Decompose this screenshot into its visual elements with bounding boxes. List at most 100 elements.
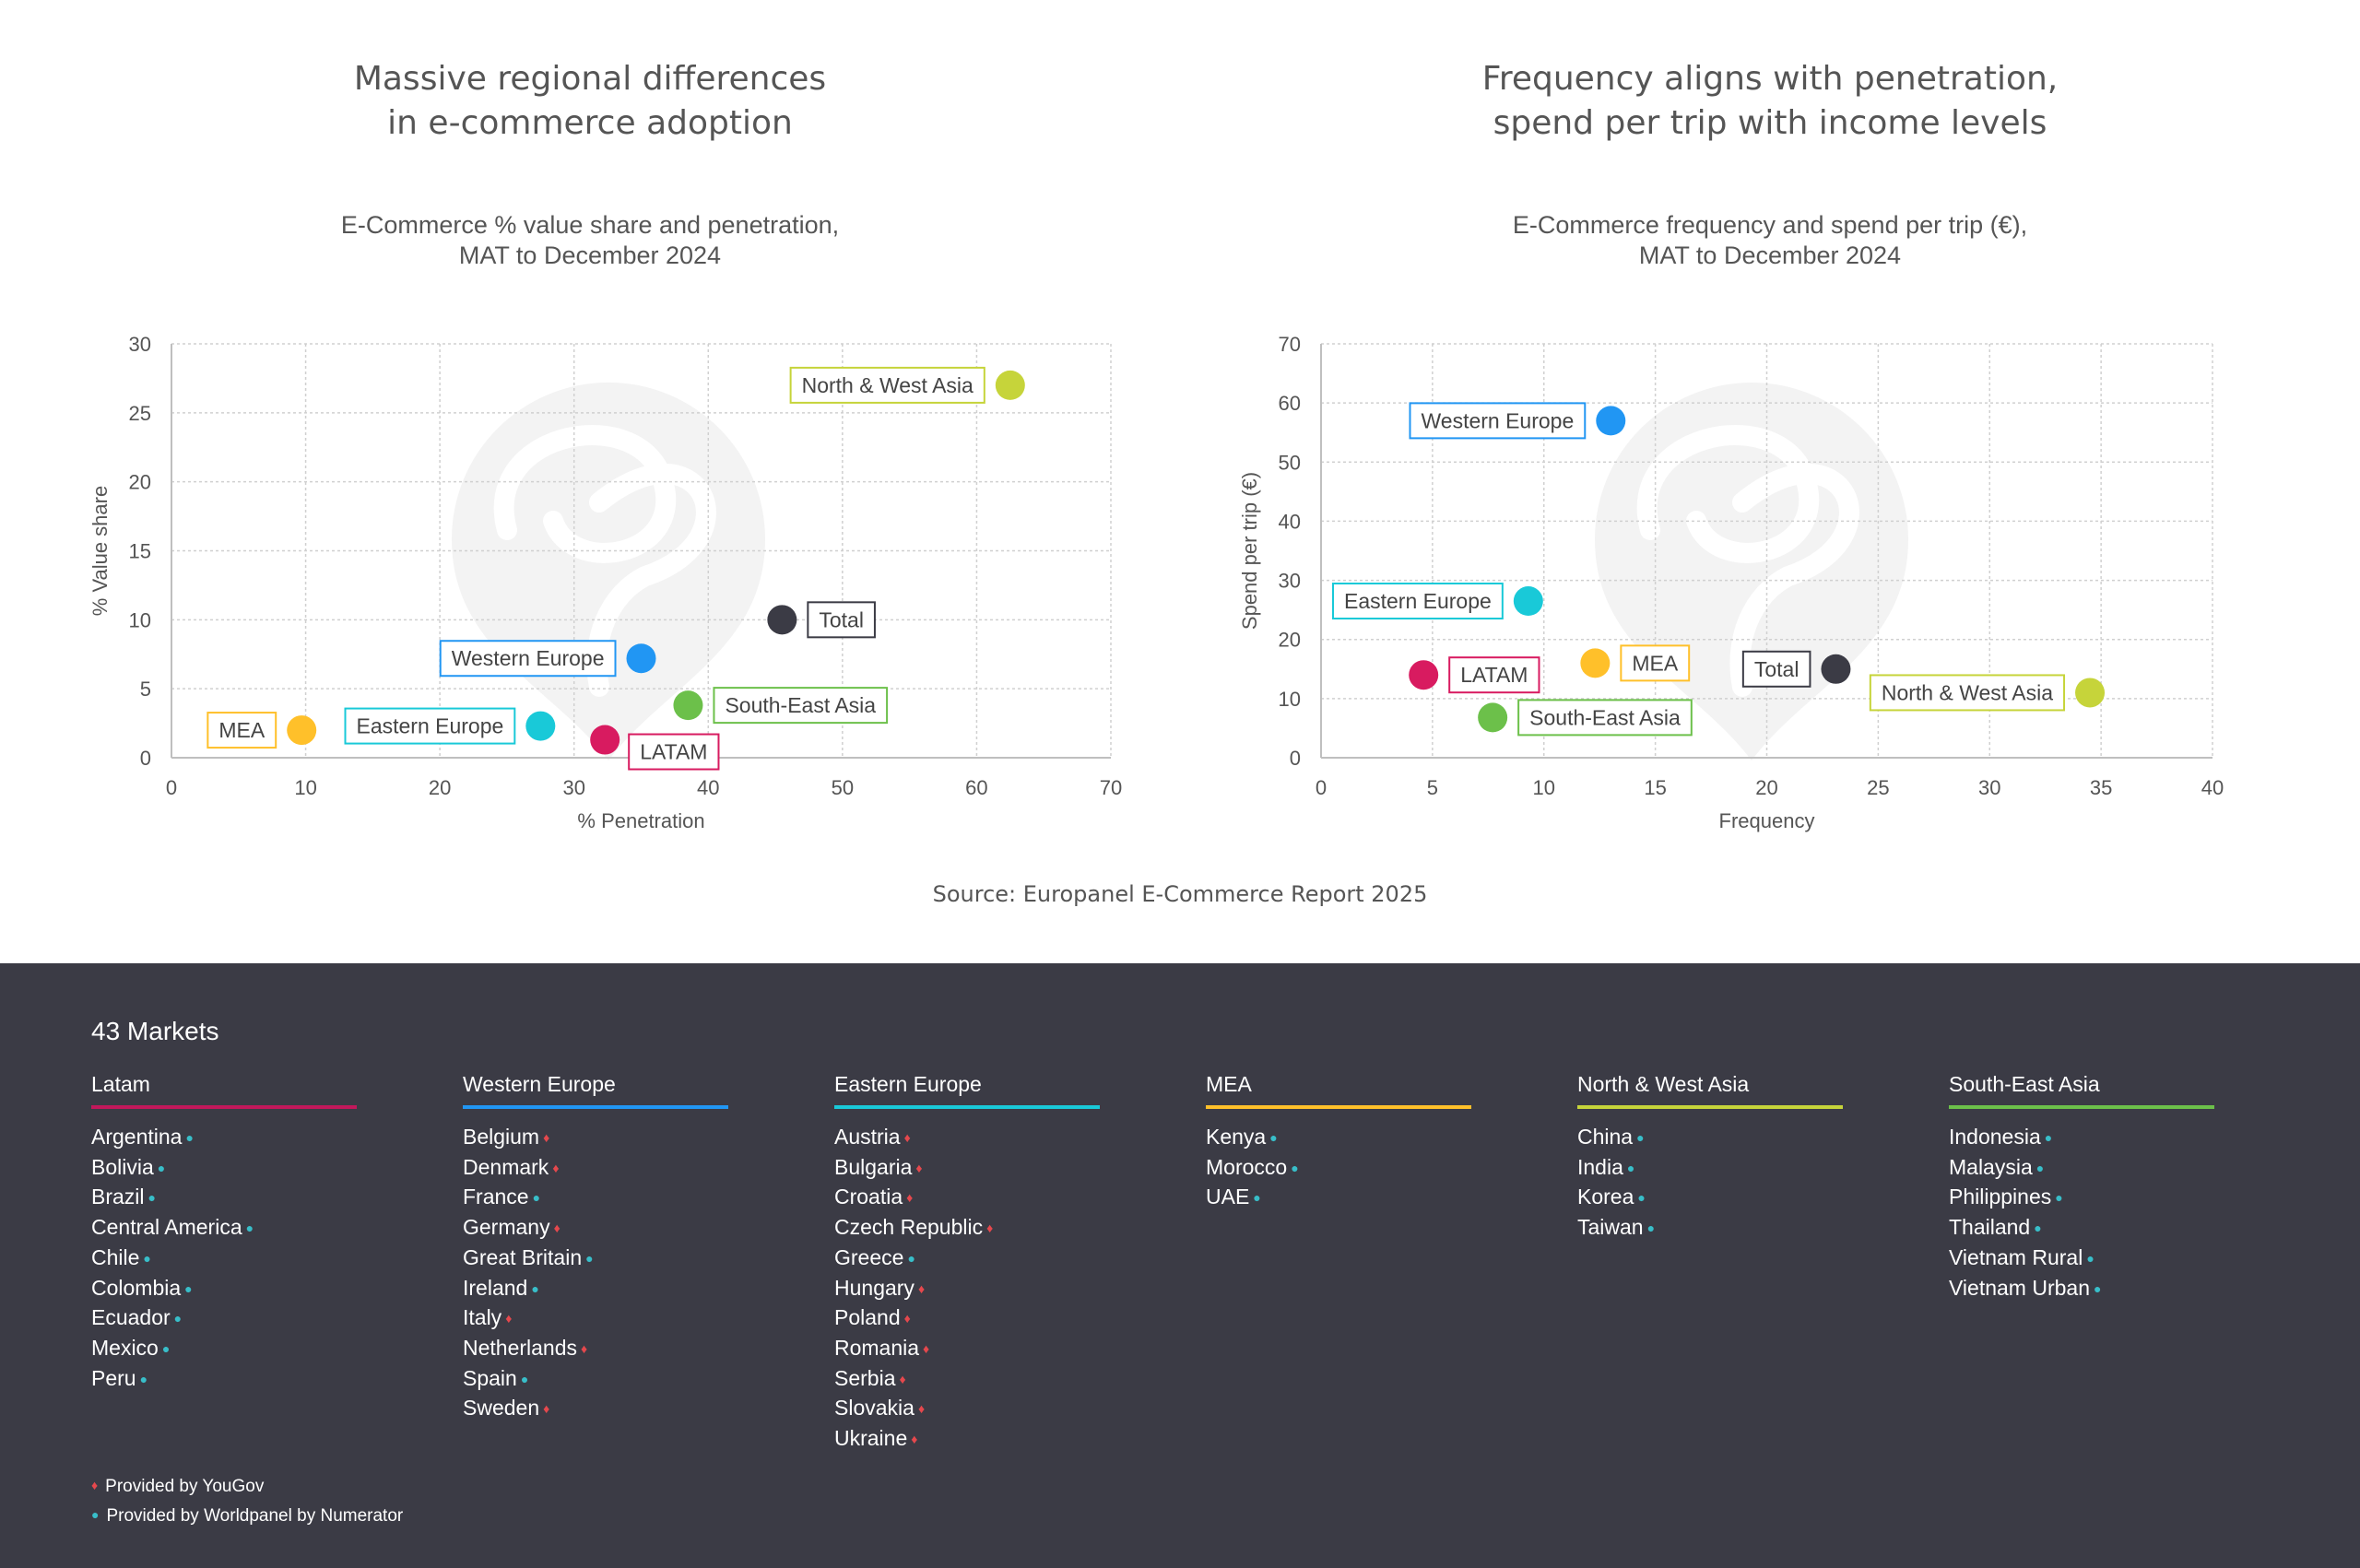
data-label: Western Europe <box>1421 408 1574 432</box>
country-item: France ● <box>463 1184 730 1214</box>
data-label: Total <box>1754 657 1800 681</box>
numerator-marker-icon: ● <box>1253 1190 1261 1206</box>
country-item: China ● <box>1577 1124 1845 1154</box>
country-name: Italy <box>463 1305 502 1330</box>
country-name: Croatia <box>834 1185 903 1209</box>
country-name: Poland <box>834 1305 901 1330</box>
data-label-box <box>1517 699 1693 737</box>
country-item: Ecuador ● <box>91 1304 359 1335</box>
data-point-group: LATAM <box>590 725 720 771</box>
country-name: Thailand <box>1949 1215 2031 1240</box>
country-item: Slovakia ♦ <box>834 1395 1102 1425</box>
data-label-box <box>1448 656 1540 694</box>
x-tick-label: 25 <box>1867 776 1889 799</box>
yougov-marker-icon: ♦ <box>543 1401 550 1417</box>
country-item: India ● <box>1577 1154 1845 1185</box>
country-name: Bulgaria <box>834 1154 913 1179</box>
region-color-bar <box>463 1105 728 1109</box>
country-name: Sweden <box>463 1396 540 1421</box>
region-name: North & West Asia <box>1577 1072 1750 1096</box>
subtitle-line: MAT to December 2024 <box>458 242 722 269</box>
data-label-box <box>1409 402 1587 440</box>
yougov-marker-icon: ♦ <box>986 1220 994 1236</box>
country-item: Bulgaria ♦ <box>834 1154 1102 1185</box>
y-tick-label: 40 <box>1279 510 1301 533</box>
country-item: Italy ♦ <box>463 1304 730 1335</box>
numerator-marker-icon: ● <box>2036 1160 2045 1175</box>
yougov-marker-icon: ♦ <box>911 1432 918 1447</box>
country-item: Brazil ● <box>91 1184 359 1214</box>
region-column: Western Europe Belgium ♦ Denmark ♦ France ● Ger… <box>463 1072 730 1425</box>
yougov-marker-icon: ♦ <box>917 1401 926 1417</box>
region-name: South-East Asia <box>1949 1072 2100 1096</box>
data-label-box <box>206 712 277 749</box>
source-note: Source: Europanel E-Commerce Report 2025 <box>932 881 1428 907</box>
country-name: Indonesia <box>1949 1125 2041 1149</box>
country-item: Bolivia ● <box>91 1154 359 1185</box>
x-tick-label: 10 <box>1533 776 1555 799</box>
country-item: Vietnam Rural ● <box>1949 1244 2216 1275</box>
data-point <box>1580 648 1611 678</box>
country-item: Morocco ● <box>1206 1154 1473 1185</box>
data-label: LATAM <box>1460 663 1528 687</box>
country-name: Hungary <box>834 1275 914 1300</box>
numerator-marker-icon: ● <box>532 1190 541 1206</box>
country-item: Spain ● <box>463 1365 730 1396</box>
country-name: France <box>463 1185 529 1209</box>
data-point <box>1821 654 1851 684</box>
country-name: Greece <box>834 1244 904 1269</box>
country-list: Indonesia ● Malaysia ● Philippines ● Thailand ●… <box>1949 1124 2216 1304</box>
x-tick-label: 15 <box>1644 776 1666 799</box>
chart-panel-right: Frequency aligns with penetration, spend… <box>1180 0 2360 963</box>
country-name: Ireland <box>463 1275 528 1300</box>
country-name: Germany <box>463 1215 550 1240</box>
country-name: China <box>1577 1125 1634 1149</box>
data-label: MEA <box>1632 651 1679 675</box>
country-name: Belgium <box>463 1125 540 1149</box>
country-list: Belgium ♦ Denmark ♦ France ● Germany ♦ Great Bri… <box>463 1124 730 1425</box>
data-label-box <box>628 733 720 771</box>
numerator-marker-icon: ● <box>139 1371 148 1386</box>
legend-text: Provided by YouGov <box>105 1477 265 1496</box>
numerator-marker-icon: ● <box>161 1340 171 1356</box>
data-point <box>525 711 556 741</box>
data-label: South-East Asia <box>1529 705 1681 729</box>
x-tick-label: 0 <box>166 776 177 799</box>
region-color-bar <box>1206 1105 1471 1109</box>
data-point-group: Eastern Europe <box>344 707 556 745</box>
country-name: Netherlands <box>463 1335 578 1360</box>
region-column: Latam Argentina ● Bolivia ● Brazil ● Central Am… <box>91 1072 359 1395</box>
data-point <box>767 605 797 635</box>
numerator-marker-icon: ● <box>520 1371 529 1386</box>
country-item: Croatia ♦ <box>834 1184 1102 1214</box>
yougov-marker-icon: ♦ <box>899 1371 906 1386</box>
scatter-chart-penetration: 0 10 20 30 40 50 60 70 0 5 10 15 20 25 30 % Penetration… <box>88 333 1122 832</box>
yougov-marker-icon: ♦ <box>923 1340 930 1356</box>
country-item: Mexico ● <box>91 1335 359 1365</box>
country-item: Chile ● <box>91 1244 359 1275</box>
country-name: Vietnam Urban <box>1949 1275 2090 1300</box>
region-column: Eastern Europe Austria ♦ Bulgaria ♦ Croatia ♦ C… <box>834 1072 1102 1456</box>
data-label-box <box>1331 583 1504 620</box>
country-name: Austria <box>834 1125 901 1149</box>
country-name: Denmark <box>463 1154 549 1179</box>
provider-legend: ♦ Provided by YouGov ● Provided by Worldpan… <box>91 1472 403 1531</box>
numerator-marker-icon: ● <box>2034 1220 2042 1236</box>
x-tick-label: 70 <box>1100 776 1122 799</box>
country-item: Sweden ♦ <box>463 1395 730 1425</box>
subtitle-line: E-Commerce % value share and penetration… <box>340 211 840 239</box>
country-name: Morocco <box>1206 1154 1288 1179</box>
data-point-group: Eastern Europe <box>1331 583 1543 620</box>
region-column: South-East Asia Indonesia ● Malaysia ● Philip… <box>1949 1072 2216 1304</box>
numerator-marker-icon: ● <box>1637 1190 1646 1206</box>
numerator-marker-icon: ● <box>184 1280 193 1296</box>
data-point <box>1409 660 1439 690</box>
data-point-group: Total <box>767 601 876 639</box>
country-name: Kenya <box>1206 1125 1267 1149</box>
numerator-marker-icon: ● <box>1626 1160 1635 1175</box>
y-tick-label: 5 <box>140 678 151 701</box>
numerator-marker-icon: ● <box>185 1130 194 1145</box>
x-tick-label: 30 <box>1978 776 2000 799</box>
country-list: Argentina ● Bolivia ● Brazil ● Central America… <box>91 1124 359 1395</box>
country-item: Argentina ● <box>91 1124 359 1154</box>
